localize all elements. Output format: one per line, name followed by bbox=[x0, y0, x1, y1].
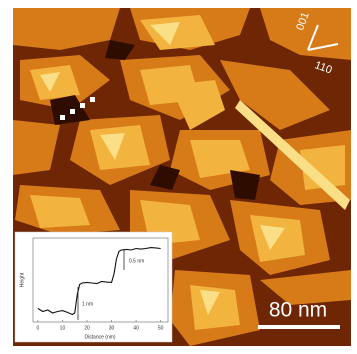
annotation: 1 nm bbox=[82, 301, 93, 307]
y-axis-label: Height bbox=[19, 272, 25, 287]
x-tick-label: 10 bbox=[60, 325, 66, 331]
x-tick-label: 30 bbox=[109, 325, 115, 331]
inset-chart: Height Distance (nm) 1 nm 0.5 nm 0 10 20 30… bbox=[15, 232, 172, 342]
x-tick-label: 0 bbox=[37, 325, 40, 331]
scale-bar-label: 80 nm bbox=[269, 299, 327, 322]
page: {"image": {"scale_bar": "80 nm", "direct… bbox=[0, 0, 357, 354]
x-tick-label: 40 bbox=[133, 325, 139, 331]
figure: 001 110 80 nm Height Distance (nm) 1 nm … bbox=[0, 0, 357, 354]
x-axis-label: Distance (nm) bbox=[84, 334, 115, 340]
x-tick-label: 50 bbox=[158, 325, 164, 331]
annotation: 0.5 nm bbox=[129, 258, 144, 264]
x-tick-label: 20 bbox=[84, 325, 90, 331]
